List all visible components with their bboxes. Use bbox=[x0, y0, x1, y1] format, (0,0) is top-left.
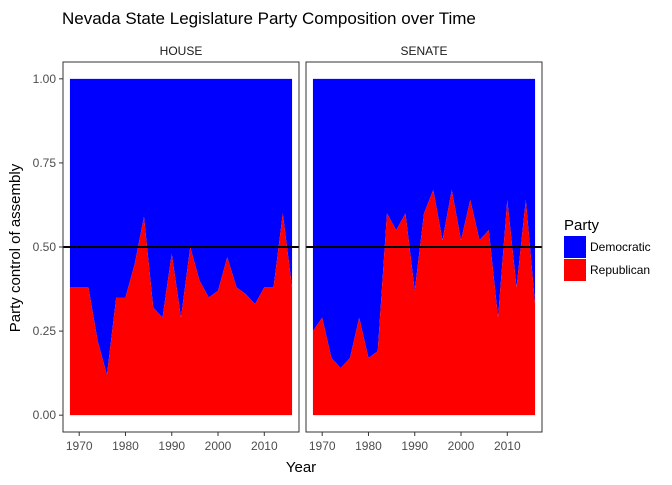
panel-strip-senate bbox=[306, 40, 542, 62]
chart-title: Nevada State Legislature Party Compositi… bbox=[62, 9, 476, 28]
panel-label-senate: SENATE bbox=[400, 44, 447, 58]
legend-label-democratic: Democratic bbox=[590, 240, 651, 254]
x-tick-label-senate-2000: 2000 bbox=[448, 439, 475, 453]
y-tick-label-2: 0.50 bbox=[33, 240, 57, 254]
y-tick-label-1: 0.25 bbox=[33, 324, 57, 338]
x-axis-label: Year bbox=[286, 459, 316, 476]
legend-label-republican: Republican bbox=[590, 263, 650, 277]
area-democratic-senate bbox=[312, 78, 536, 369]
legend-key-democratic bbox=[564, 236, 586, 258]
x-tick-label-senate-2010: 2010 bbox=[494, 439, 521, 453]
x-tick-label-senate-1970: 1970 bbox=[309, 439, 336, 453]
x-tick-label-house-2000: 2000 bbox=[205, 439, 232, 453]
legend-title: Party bbox=[564, 217, 600, 234]
panels-layer: HOUSE 1970 1980 1990 2000 2010 SENATE 1970 1980 1… bbox=[62, 40, 543, 453]
y-axis: 0.00 0.25 0.50 0.75 1.00 bbox=[33, 72, 63, 422]
area-republican-house bbox=[69, 213, 293, 416]
x-tick-label-house-2010: 2010 bbox=[251, 439, 278, 453]
y-tick-label-3: 0.75 bbox=[33, 156, 57, 170]
y-tick-label-0: 0.00 bbox=[33, 408, 57, 422]
panel-label-house: HOUSE bbox=[160, 44, 203, 58]
legend: Democratic Republican bbox=[564, 236, 651, 281]
x-tick-label-house-1980: 1980 bbox=[112, 439, 139, 453]
panel-senate: SENATE 1970 1980 1990 2000 2010 bbox=[305, 40, 543, 453]
x-tick-label-house-1970: 1970 bbox=[66, 439, 93, 453]
panel-house: HOUSE 1970 1980 1990 2000 2010 bbox=[62, 40, 300, 453]
y-tick-label-4: 1.00 bbox=[33, 72, 57, 86]
area-democratic-house bbox=[69, 78, 293, 375]
y-axis-label: Party control of assembly bbox=[7, 163, 24, 332]
x-tick-label-senate-1990: 1990 bbox=[401, 439, 428, 453]
x-tick-label-senate-1980: 1980 bbox=[355, 439, 382, 453]
x-tick-label-house-1990: 1990 bbox=[158, 439, 185, 453]
panel-border-senate bbox=[305, 61, 543, 433]
legend-key-republican bbox=[564, 259, 586, 281]
panel-strip-house bbox=[63, 40, 299, 62]
